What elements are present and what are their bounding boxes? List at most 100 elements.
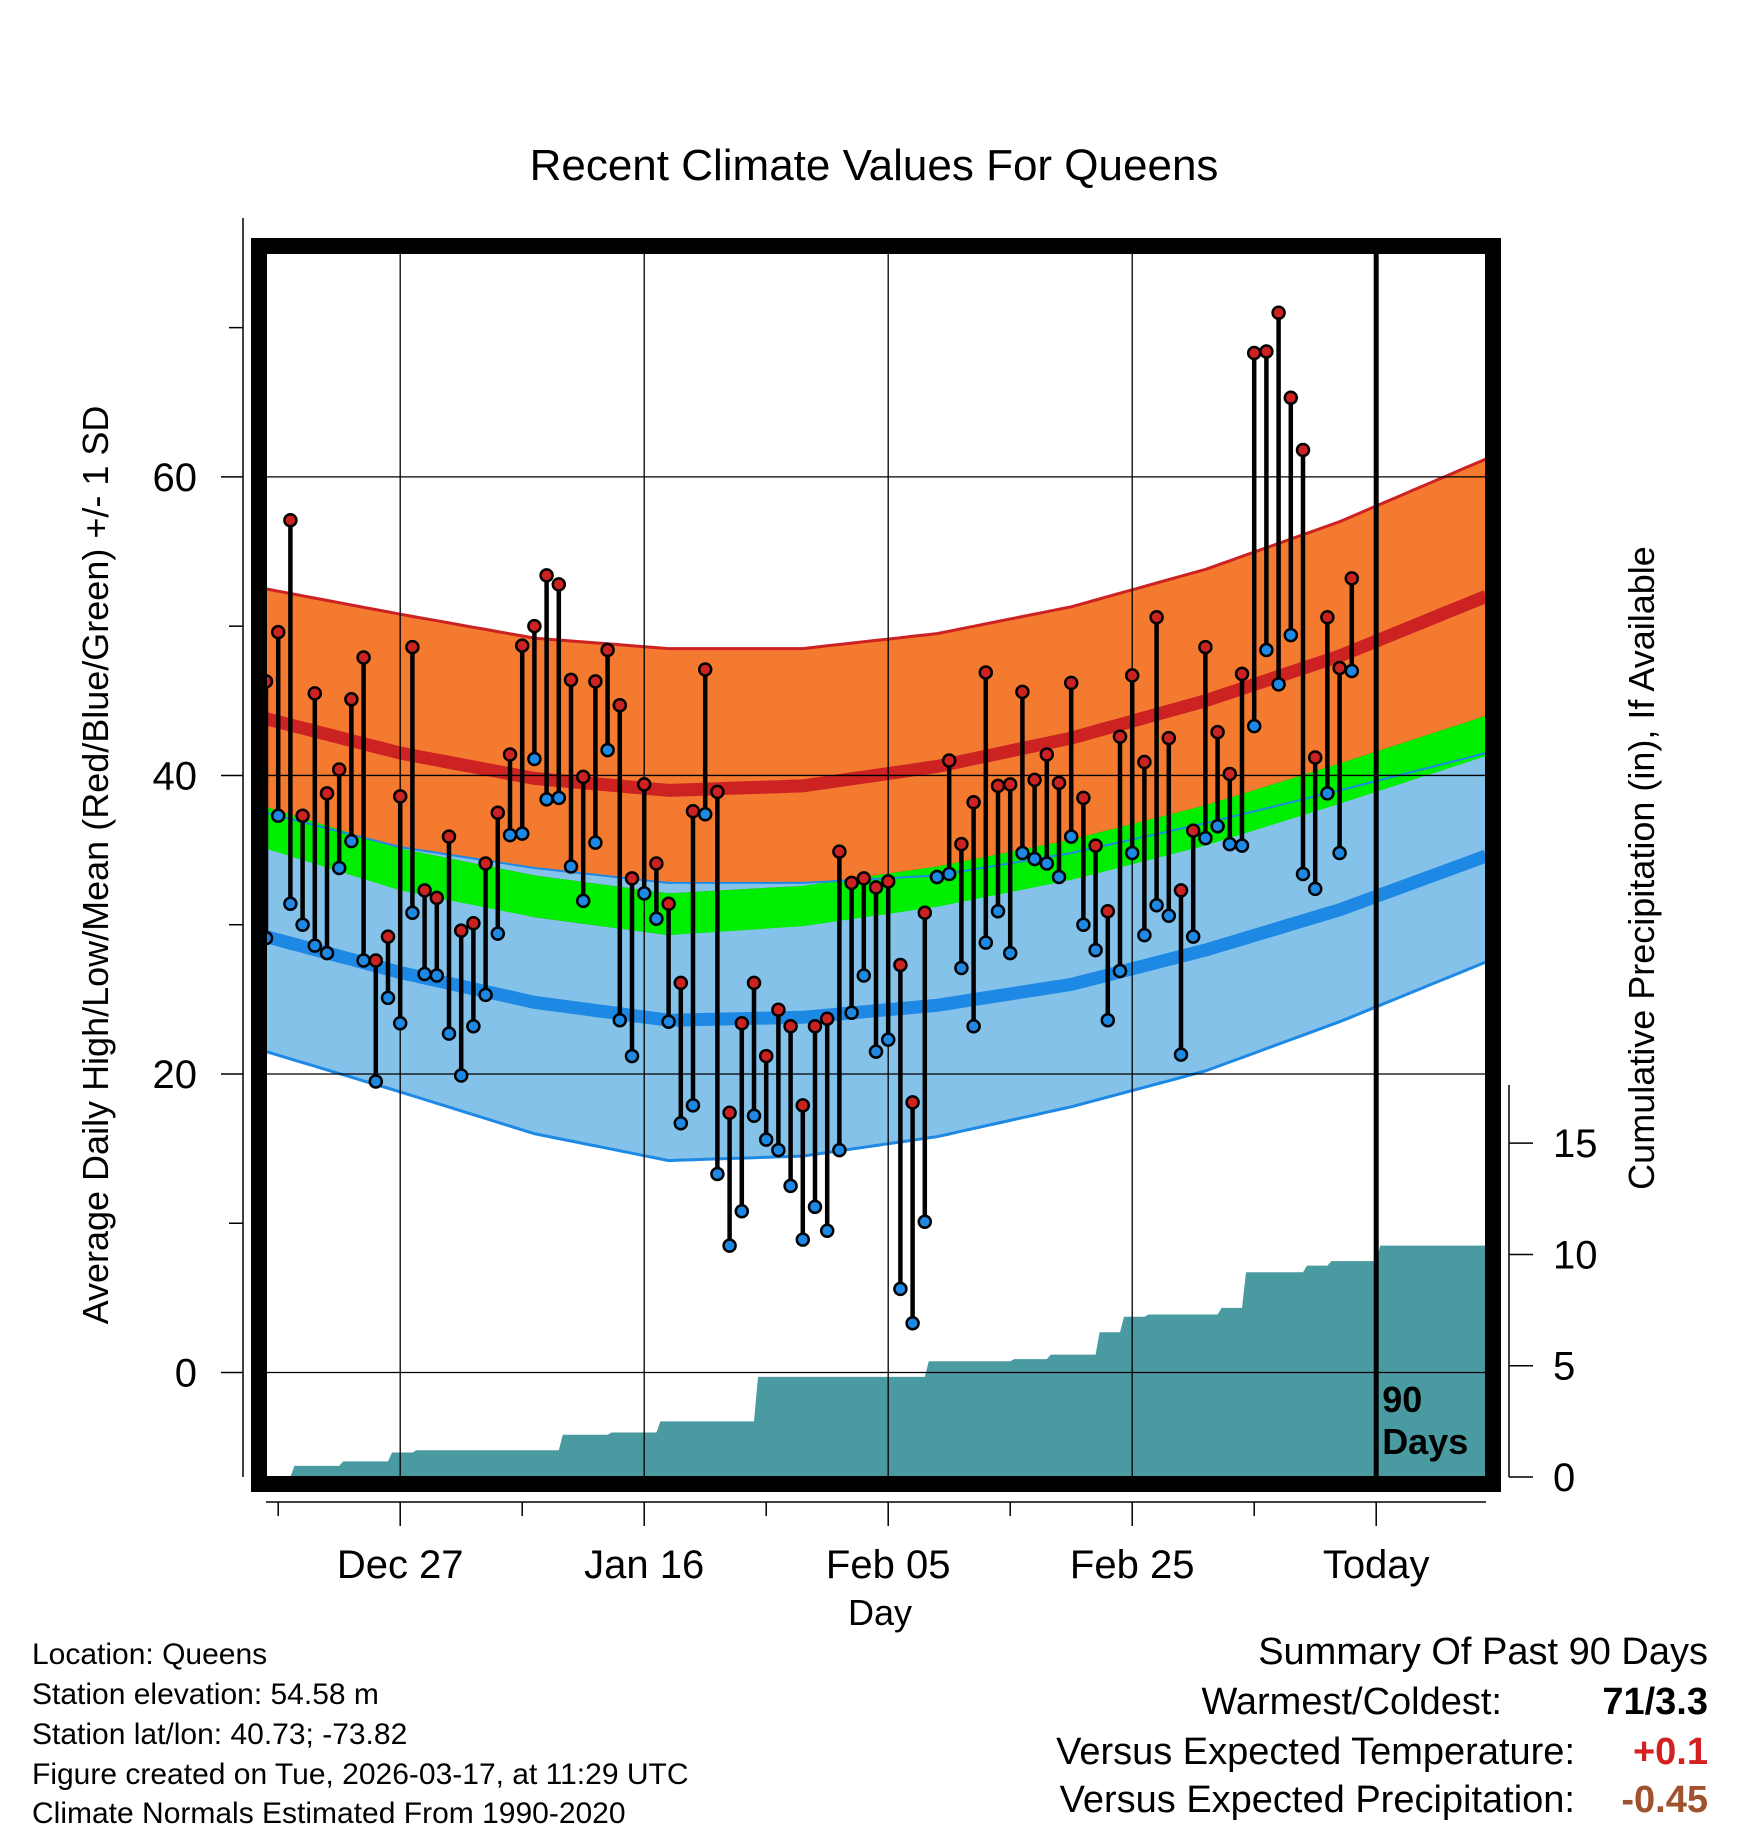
low-point xyxy=(880,1032,896,1047)
low-point xyxy=(1161,908,1177,924)
x-tick-label: Feb 25 xyxy=(1070,1543,1195,1587)
low-point xyxy=(331,860,347,876)
low-point xyxy=(1283,627,1299,643)
high-point xyxy=(905,1095,920,1110)
high-point xyxy=(673,975,689,991)
y2-tick-label: 0 xyxy=(1553,1456,1575,1500)
low-point xyxy=(917,1214,933,1230)
high-point xyxy=(1246,345,1262,361)
high-point xyxy=(941,753,957,768)
low-point xyxy=(612,1012,628,1028)
low-point xyxy=(1222,836,1238,852)
high-point xyxy=(807,1018,823,1034)
high-point xyxy=(380,929,396,944)
low-point xyxy=(832,1142,847,1158)
low-point xyxy=(1027,851,1042,867)
high-point xyxy=(527,618,542,634)
high-point xyxy=(636,777,652,792)
low-point xyxy=(551,790,567,806)
high-point xyxy=(1307,750,1323,765)
low-lower-line xyxy=(265,960,1487,1163)
high-point xyxy=(1320,609,1335,625)
high-point xyxy=(429,890,445,906)
high-point xyxy=(1015,684,1030,700)
high-point xyxy=(990,778,1006,794)
low-point xyxy=(1039,856,1055,871)
summary-warm-value: 71/3.3 xyxy=(1602,1681,1708,1723)
high-point xyxy=(856,871,872,886)
low-point xyxy=(405,905,420,921)
y-tick-label: 0 xyxy=(175,1352,197,1396)
high-point xyxy=(1027,772,1042,788)
high-point xyxy=(1088,838,1103,853)
low-point xyxy=(1295,866,1311,882)
y2-tick-label: 5 xyxy=(1553,1345,1575,1389)
low-point xyxy=(1344,663,1360,679)
low-upper-line xyxy=(265,752,1487,884)
high-point xyxy=(575,769,591,785)
y2-tick-label: 15 xyxy=(1553,1122,1598,1166)
low-point xyxy=(502,827,518,843)
high-point xyxy=(649,856,664,871)
high-point xyxy=(734,1015,750,1031)
high-point xyxy=(392,789,408,804)
mean-band xyxy=(266,715,1486,936)
high-point xyxy=(441,829,457,844)
summary-warm-label: Warmest/Coldest: xyxy=(1201,1681,1502,1723)
summary-panel: Summary Of Past 90 Days Warmest/Coldest:… xyxy=(1056,1631,1708,1821)
high-point xyxy=(405,639,420,655)
high-point xyxy=(1198,639,1213,655)
low-point xyxy=(905,1316,920,1331)
high-point xyxy=(344,692,359,707)
high-point xyxy=(1161,730,1177,746)
info-latlon: Station lat/lon: 40.73; -73.82 xyxy=(32,1718,407,1751)
low-point xyxy=(563,859,579,874)
high-point xyxy=(758,1048,774,1064)
high-point xyxy=(795,1098,811,1113)
low-point xyxy=(929,869,945,885)
low-point xyxy=(453,1068,469,1083)
y2-axis-label: Cumulative Precipitation (in), If Availa… xyxy=(1621,546,1662,1190)
low-point xyxy=(1259,642,1274,658)
x-tick-label: Feb 05 xyxy=(826,1543,951,1587)
low-point xyxy=(649,911,664,926)
low-point xyxy=(1210,818,1225,834)
low-point xyxy=(941,866,957,882)
low-point xyxy=(575,893,591,909)
summary-precip-label: Versus Expected Precipitation: xyxy=(1060,1779,1575,1821)
low-point xyxy=(1332,845,1347,861)
x-tick-label: Today xyxy=(1323,1543,1430,1587)
low-point xyxy=(624,1048,640,1064)
low-point xyxy=(710,1166,725,1182)
low-point xyxy=(795,1232,811,1247)
low-point xyxy=(978,935,994,950)
summary-precip-value: -0.45 xyxy=(1621,1779,1708,1821)
low-point xyxy=(441,1026,457,1041)
high-point xyxy=(1002,777,1018,792)
high-point xyxy=(1100,904,1116,919)
low-point xyxy=(1307,881,1323,897)
high-point xyxy=(697,662,713,677)
y2-tick-label: 10 xyxy=(1553,1233,1598,1277)
high-point xyxy=(978,665,994,680)
summary-temp-label: Versus Expected Temperature: xyxy=(1056,1731,1575,1773)
low-point xyxy=(307,938,323,953)
high-point xyxy=(722,1105,737,1121)
x-tick-label: Jan 16 xyxy=(584,1543,704,1587)
high-point xyxy=(539,568,554,583)
low-point xyxy=(1246,718,1262,734)
high-point xyxy=(1259,344,1274,359)
low-point xyxy=(685,1098,701,1113)
days-marker-word: Days xyxy=(1382,1421,1468,1462)
high-point xyxy=(1149,609,1164,625)
high-point xyxy=(600,642,615,658)
low-point xyxy=(344,833,359,849)
precip-step-area xyxy=(266,1245,1490,1477)
low-point xyxy=(490,926,506,941)
high-point xyxy=(356,650,371,665)
high-point xyxy=(868,880,884,895)
info-normals: Climate Normals Estimated From 1990-2020 xyxy=(32,1797,626,1828)
low-point xyxy=(295,917,310,932)
low-point xyxy=(1100,1012,1116,1028)
low-point xyxy=(734,1204,750,1219)
